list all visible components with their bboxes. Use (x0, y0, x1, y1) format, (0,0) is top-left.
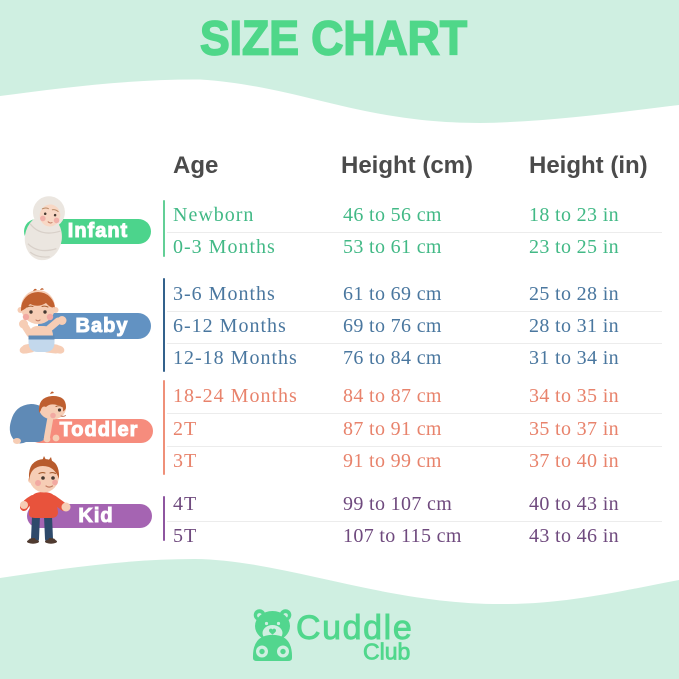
svg-text:Club: Club (363, 639, 410, 665)
svg-text:Cuddle: Cuddle (296, 609, 413, 647)
